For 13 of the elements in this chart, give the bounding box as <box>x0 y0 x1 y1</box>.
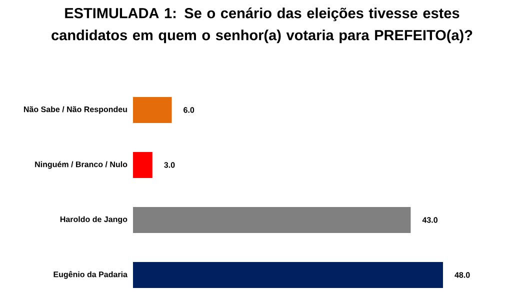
bar <box>133 152 152 178</box>
bar <box>133 97 172 123</box>
data-label: 3.0 <box>164 162 175 168</box>
bar <box>133 206 411 233</box>
data-label: 6.0 <box>184 107 194 113</box>
data-label: 43.0 <box>422 217 438 223</box>
chart-title: ESTIMULADA 1: Se o cenário das eleições tivesse estes candidatos em quem o senhor(a) votaria para PREFEITO(a)? <box>52 8 472 44</box>
y-tick-label: Não Sabe / Não Respondeu <box>24 106 127 114</box>
bar <box>133 262 443 288</box>
y-tick-label: Ninguém / Branco / Nulo <box>35 161 128 169</box>
y-tick-label: Haroldo de Jango <box>60 216 128 224</box>
y-tick-label: Eugênio da Padaria <box>54 271 128 279</box>
data-label: 48.0 <box>454 272 470 278</box>
